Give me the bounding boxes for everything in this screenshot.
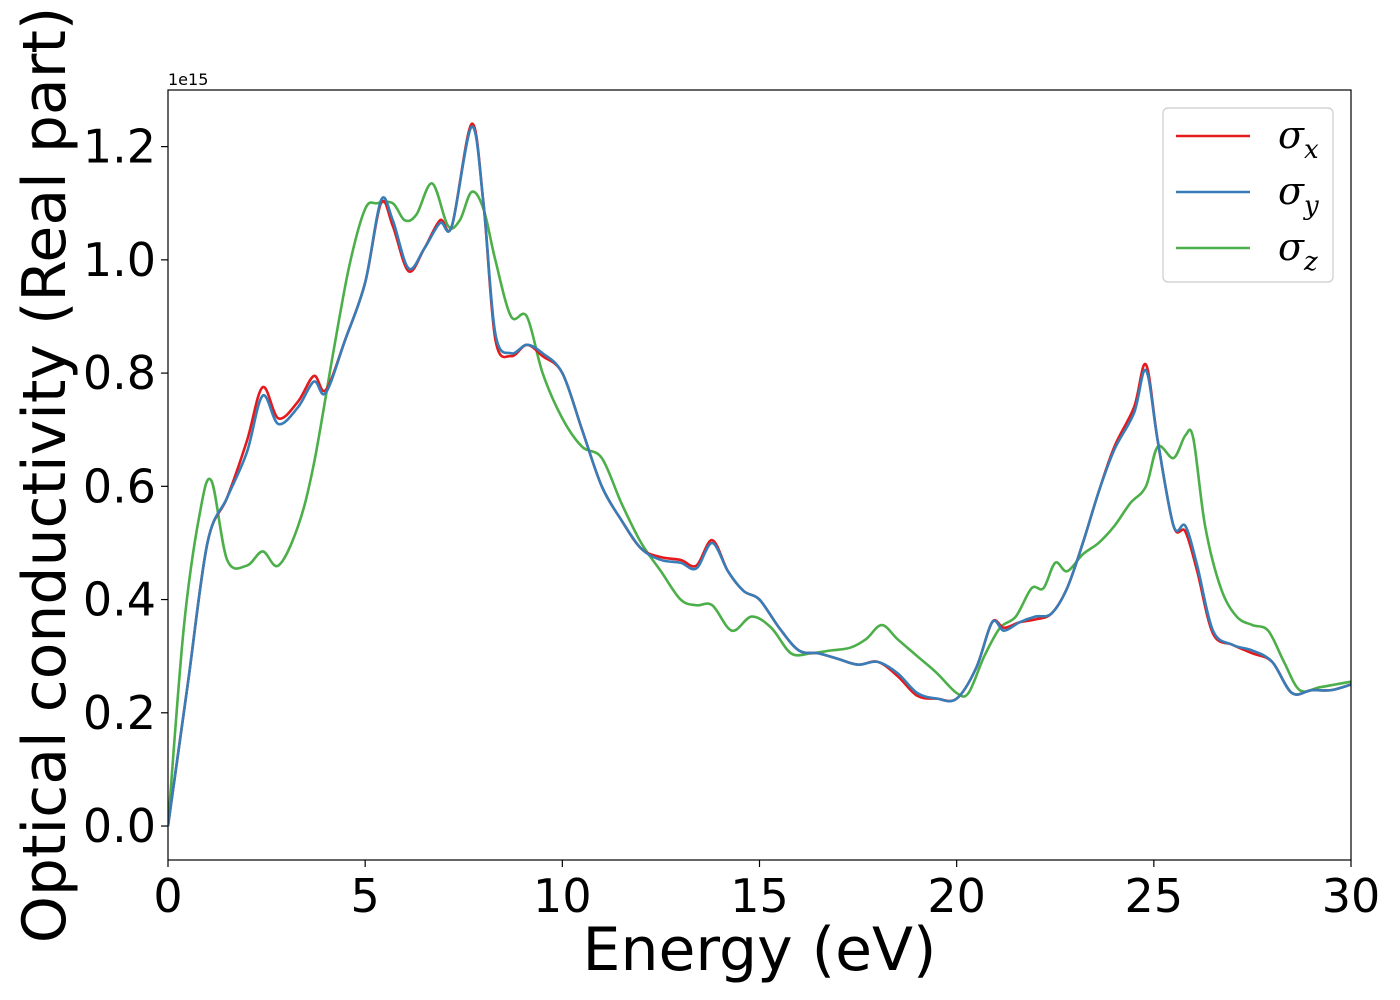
legend-label-z: σz <box>1278 225 1318 277</box>
y-tick-label: 0.8 <box>83 346 156 400</box>
x-axis-label: Energy (eV) <box>583 915 937 985</box>
x-tick-label: 0 <box>153 869 182 923</box>
x-tick-label: 10 <box>533 869 592 923</box>
legend-box <box>1162 107 1334 283</box>
series-layer <box>168 122 1351 827</box>
y-tick-label: 0.0 <box>83 799 156 853</box>
y-offset-label: 1e15 <box>168 70 208 89</box>
y-tick-label: 0.6 <box>83 459 156 513</box>
x-tick-label: 25 <box>1125 869 1184 923</box>
x-tick-label: 5 <box>351 869 380 923</box>
y-tick-label: 0.4 <box>83 573 156 627</box>
plot-area <box>167 89 1352 861</box>
series-line-z <box>168 182 1351 827</box>
y-tick-label: 1.2 <box>83 120 156 174</box>
legend-label-y: σy <box>1278 169 1319 221</box>
y-axis-label: Optical conductivity (Real part) <box>10 7 80 944</box>
legend-label-x: σx <box>1278 113 1319 165</box>
x-tick-label: 30 <box>1322 869 1381 923</box>
x-tick-label: 20 <box>927 869 986 923</box>
y-tick-label: 1.0 <box>83 233 156 287</box>
x-tick-label: 15 <box>730 869 789 923</box>
y-tick-label: 0.2 <box>83 686 156 740</box>
series-line-y <box>168 125 1351 827</box>
y-axis-ticks: 0.0 0.2 0.4 0.6 0.8 1.0 1.2 <box>83 120 168 853</box>
x-axis-ticks: 0 5 10 15 20 25 30 <box>153 860 1380 923</box>
